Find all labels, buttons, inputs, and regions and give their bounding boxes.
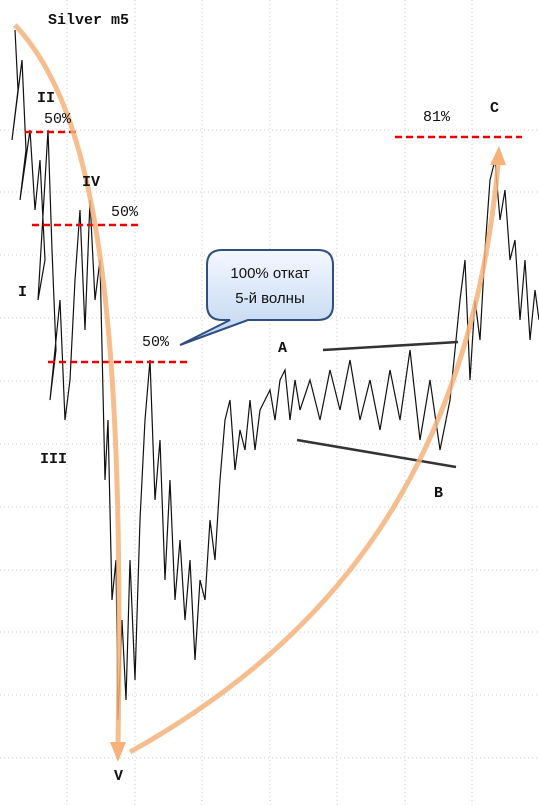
- wave-label: IV: [82, 174, 100, 191]
- wave-label: B: [434, 485, 443, 502]
- wave-label: I: [18, 284, 27, 301]
- wave-label: A: [278, 340, 287, 357]
- wave-label: C: [490, 100, 499, 117]
- wave-label: V: [114, 768, 123, 785]
- wave-label: III: [40, 451, 67, 468]
- retracement-label: 81%: [423, 109, 451, 126]
- retracement-label: 50%: [142, 334, 170, 351]
- callout: [179, 249, 334, 346]
- chart-title: Silver m5: [48, 12, 129, 29]
- wave-label: II: [37, 90, 55, 107]
- arrowhead: [490, 146, 506, 165]
- price-trace: [11, 29, 539, 721]
- retracement-label: 50%: [111, 204, 139, 221]
- trendlines: [296, 340, 459, 469]
- retracement-label: 50%: [44, 111, 72, 128]
- callout-text: 5-й волны: [235, 290, 305, 307]
- arrowhead: [110, 742, 126, 762]
- wave-arrows: [13, 23, 501, 755]
- callout-text: 100% откат: [230, 265, 309, 282]
